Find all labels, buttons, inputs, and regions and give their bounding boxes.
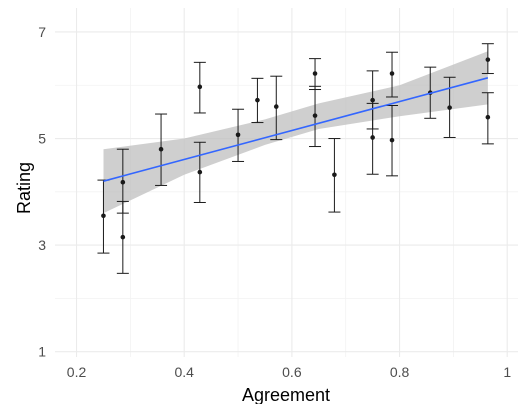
y-axis-tick-labels: 1 3 5 7: [38, 24, 46, 360]
data-point: [255, 97, 260, 103]
data-point: [120, 234, 126, 240]
y-axis-title: Rating: [14, 162, 34, 214]
x-tick-label: 0.4: [174, 364, 194, 380]
data-point: [447, 105, 452, 110]
data-point: [332, 172, 337, 178]
data-point: [370, 135, 375, 140]
data-points: [97, 43, 494, 274]
data-point: [235, 132, 241, 138]
x-axis-tick-labels: 0.2 0.4 0.6 0.8 1: [67, 364, 512, 380]
data-point: [312, 113, 318, 118]
data-point: [120, 179, 126, 185]
x-axis-title: Agreement: [242, 385, 330, 404]
y-tick-label: 3: [38, 237, 46, 253]
fit-line-group: [103, 77, 489, 182]
y-tick-label: 5: [38, 131, 46, 147]
data-point: [101, 213, 106, 219]
x-tick-label: 0.8: [390, 364, 410, 380]
data-point: [485, 57, 491, 62]
x-tick-label: 0.6: [282, 364, 302, 380]
fit-line: [103, 77, 489, 182]
data-point: [197, 84, 203, 90]
data-point: [197, 169, 203, 175]
data-point: [158, 146, 164, 152]
data-point: [389, 71, 395, 76]
y-tick-label: 7: [38, 24, 46, 40]
x-tick-label: 1: [503, 364, 511, 380]
data-point: [389, 137, 395, 143]
data-point: [312, 71, 318, 76]
data-point: [370, 97, 375, 103]
x-tick-label: 0.2: [67, 364, 87, 380]
data-point: [485, 114, 491, 120]
data-point: [273, 104, 279, 109]
y-tick-label: 1: [38, 344, 46, 360]
